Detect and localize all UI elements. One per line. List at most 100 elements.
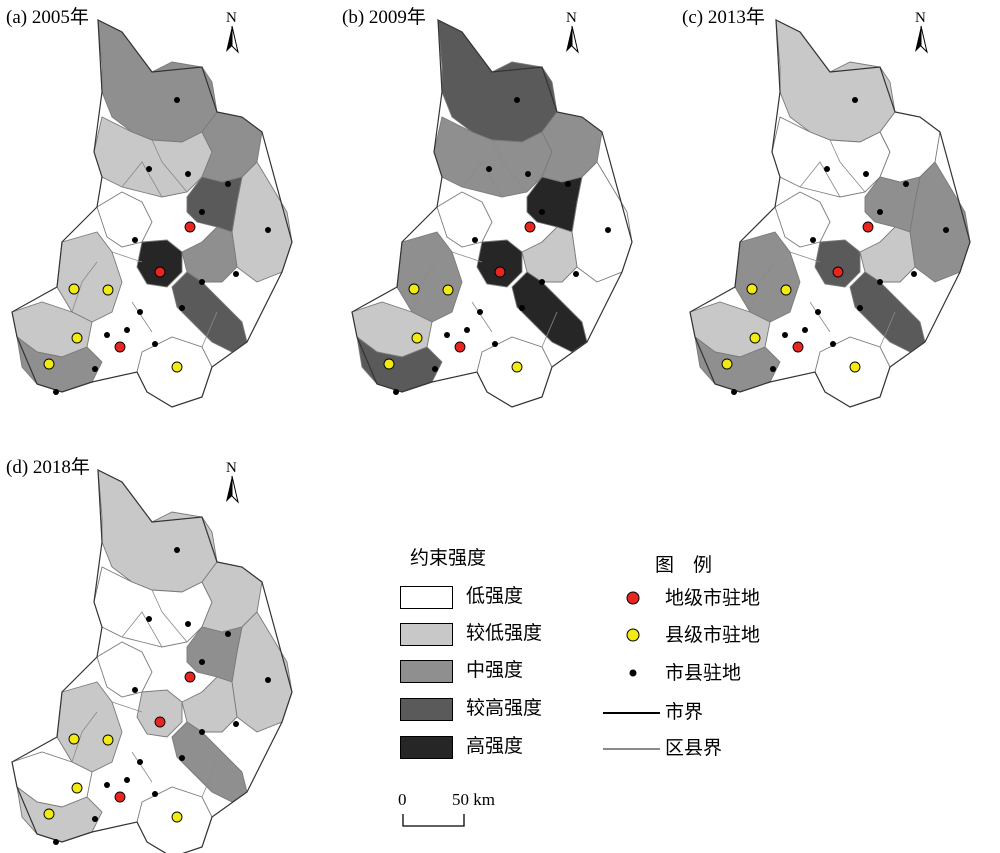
- county-city-seat-marker: [849, 361, 861, 373]
- county-seat-marker: [824, 166, 830, 172]
- district-northeast: [93, 566, 213, 648]
- svg-text:N: N: [226, 10, 237, 26]
- prefecture-seat-marker: [832, 266, 844, 278]
- scale-bar: [402, 814, 465, 827]
- district-southwest: [734, 231, 801, 323]
- county-city-seat-marker: [171, 811, 183, 823]
- district-core: [186, 176, 243, 233]
- county-seat-marker: [132, 237, 138, 243]
- district-map: N: [689, 10, 971, 408]
- district-southeast: [171, 721, 248, 803]
- county-city-seat-marker: [43, 358, 55, 370]
- legend-title: 约束强度: [410, 548, 487, 569]
- county-seat-marker: [605, 227, 611, 233]
- county-city-seat-marker: [411, 332, 423, 344]
- county-seat-marker: [943, 227, 949, 233]
- county-city-seat-marker: [68, 283, 80, 295]
- county-seat-marker: [432, 366, 438, 372]
- county-seat-marker: [857, 305, 863, 311]
- legend-label: 较高强度: [466, 698, 543, 719]
- svg-text:N: N: [566, 10, 577, 26]
- district-white: [774, 191, 831, 248]
- prefecture-seat-marker: [114, 791, 126, 803]
- district-sw2: [16, 785, 103, 843]
- county-boundary: [471, 301, 493, 333]
- county-city-seat-marker: [721, 358, 733, 370]
- county-seat-marker: [573, 271, 579, 277]
- symbol-legend-title: 图 例: [655, 555, 713, 576]
- district-white: [96, 191, 153, 248]
- panel-2018: (d) 2018年 N: [0, 450, 330, 853]
- prefecture-seat-marker: [154, 266, 166, 278]
- city-boundary: [11, 469, 293, 853]
- district-white: [436, 191, 493, 248]
- county-boundary: [491, 139, 528, 193]
- county-seat-marker: [863, 171, 869, 177]
- symbol-legend-marks: [603, 591, 660, 750]
- prefecture-seat-marker: [454, 341, 466, 353]
- county-boundary: [451, 251, 483, 263]
- symbol-label: 区县界: [665, 738, 723, 759]
- county-seat-marker: [233, 271, 239, 277]
- county-seat-marker: [92, 816, 98, 822]
- county-seat-marker: [810, 237, 816, 243]
- county-boundary: [151, 139, 188, 193]
- county-seat-marker: [492, 341, 498, 347]
- county-seat-marker: [911, 271, 917, 277]
- district-southeast: [849, 271, 926, 353]
- city-boundary: [689, 19, 971, 408]
- panel-title: (b) 2009年: [342, 7, 426, 28]
- county-boundary: [809, 301, 831, 333]
- county-seat-marker: [539, 209, 545, 215]
- yellow-dot-icon: [626, 628, 640, 642]
- county-seat-marker: [199, 659, 205, 665]
- legend-swatch: [400, 623, 453, 646]
- prefecture-seat-marker: [184, 221, 196, 233]
- legend-swatch: [400, 698, 453, 721]
- county-seat-marker: [174, 97, 180, 103]
- district-map: N: [351, 10, 633, 408]
- county-boundary: [749, 261, 776, 313]
- county-city-seat-marker: [71, 332, 83, 344]
- prefecture-seat-marker: [184, 671, 196, 683]
- symbol-label: 市县驻地: [665, 663, 742, 684]
- county-boundary: [131, 301, 153, 333]
- county-seat-marker: [852, 97, 858, 103]
- county-seat-marker: [565, 181, 571, 187]
- north-arrow-icon: N: [226, 10, 239, 54]
- district-center: [814, 239, 861, 288]
- county-boundary: [151, 589, 188, 643]
- county-boundary: [131, 751, 153, 783]
- legend-label: 中强度: [466, 660, 524, 681]
- symbol-label: 县级市驻地: [665, 625, 761, 646]
- county-seat-marker: [185, 171, 191, 177]
- legend-swatch: [400, 586, 453, 609]
- district-core: [186, 626, 243, 683]
- county-seat-marker: [137, 759, 143, 765]
- panel-title: (a) 2005年: [6, 7, 89, 28]
- county-seat-marker: [472, 237, 478, 243]
- prefecture-seat-marker: [792, 341, 804, 353]
- county-seat-marker: [199, 279, 205, 285]
- county-seat-marker: [519, 305, 525, 311]
- prefecture-seat-marker: [114, 341, 126, 353]
- county-boundary: [829, 139, 866, 193]
- county-seat-marker: [477, 309, 483, 315]
- county-city-seat-marker: [171, 361, 183, 373]
- county-seat-marker: [731, 389, 737, 395]
- district-northeast: [93, 116, 213, 198]
- county-seat-marker: [179, 755, 185, 761]
- district-white: [96, 641, 153, 698]
- county-seat-marker: [152, 791, 158, 797]
- district-center: [476, 239, 523, 288]
- county-seat-marker: [137, 309, 143, 315]
- district-sw2: [356, 335, 443, 393]
- county-city-seat-marker: [71, 782, 83, 794]
- district-south: [136, 336, 213, 408]
- symbol-label: 市界: [665, 702, 704, 723]
- district-core: [864, 176, 921, 233]
- symbol-label: 地级市驻地: [665, 588, 761, 609]
- red-dot-icon: [626, 591, 640, 605]
- county-boundary: [541, 311, 558, 348]
- scale-end: 50 km: [452, 790, 495, 809]
